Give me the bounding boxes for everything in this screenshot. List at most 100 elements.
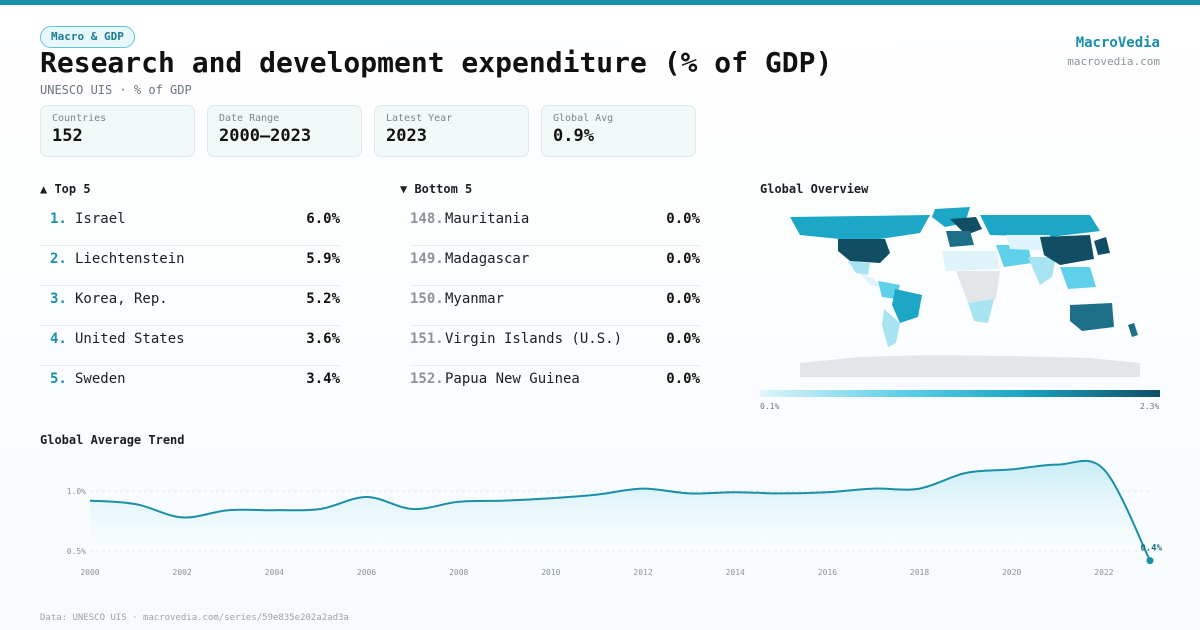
data-point[interactable] [457,500,461,504]
stat-label: Date Range [219,113,280,124]
rank-number: 2. [50,251,67,267]
country-name: United States [75,331,185,347]
country-value: 0.0% [666,251,700,267]
country-name: Virgin Islands (U.S.) [445,331,623,347]
stat-card-countries: Countries 152 [40,105,195,157]
data-point[interactable] [918,487,922,491]
rank-number: 149. [410,251,444,267]
scale-min-label: 0.1% [760,402,780,411]
country-value: 0.0% [666,211,700,227]
world-choropleth-map[interactable] [760,205,1160,385]
list-item[interactable]: 149. Madagascar 0.0% [410,246,700,286]
map-region-middle-east [996,245,1032,267]
list-item[interactable]: 3. Korea, Rep. 5.2% [40,286,340,326]
data-point[interactable] [272,508,276,512]
map-region-central-africa [956,271,1000,303]
map-region-central-asia [1006,235,1050,251]
country-name: Mauritania [445,211,530,227]
brand-name[interactable]: MacroVedia [1075,35,1160,51]
country-name: Korea, Rep. [75,291,168,307]
country-value: 5.9% [306,251,340,267]
country-name: Madagascar [445,251,530,267]
data-point[interactable] [318,507,322,511]
list-item[interactable]: 152. Papua New Guinea 0.0% [410,366,700,406]
data-point[interactable] [825,490,829,494]
page-subtitle: UNESCO UIS · % of GDP [40,83,192,97]
list-item[interactable]: 2. Liechtenstein 5.9% [40,246,340,286]
stat-value: 2000–2023 [219,126,312,146]
rank-number: 151. [410,331,444,347]
country-name: Israel [75,211,126,227]
x-tick-label: 2002 [173,568,192,577]
map-region-india [1028,257,1056,285]
x-tick-label: 2000 [80,568,99,577]
list-item[interactable]: 4. United States 3.6% [40,326,340,366]
data-point[interactable] [733,490,737,494]
data-point[interactable] [411,507,415,511]
list-item[interactable]: 151. Virgin Islands (U.S.) 0.0% [410,326,700,366]
data-point[interactable] [1102,467,1106,471]
map-region-southern-africa [968,299,994,323]
rank-number: 152. [410,371,444,387]
data-point[interactable] [549,496,553,500]
data-point[interactable] [964,471,968,475]
color-scale-bar [760,390,1160,397]
rank-number: 5. [50,371,67,387]
list-item[interactable]: 1. Israel 6.0% [40,206,340,246]
data-point[interactable] [134,502,138,506]
scale-max-label: 2.3% [1140,402,1160,411]
data-point[interactable] [595,493,599,497]
data-point[interactable] [226,508,230,512]
footer-source: Data: UNESCO UIS · macrovedia.com/series… [40,613,349,623]
data-point[interactable] [871,487,875,491]
category-tag[interactable]: Macro & GDP [40,26,135,48]
rank-number: 4. [50,331,67,347]
data-point[interactable] [1146,557,1154,565]
bottom5-list: 148. Mauritania 0.0% 149. Madagascar 0.0… [410,206,700,406]
data-point[interactable] [180,515,184,519]
data-point[interactable] [1010,467,1014,471]
map-region-canada [790,215,930,239]
map-region-russia [980,215,1100,237]
map-region-korea-japan [1094,237,1110,255]
map-region-north-africa [942,251,1000,271]
y-tick-label: 0.5% [67,547,86,556]
list-item[interactable]: 148. Mauritania 0.0% [410,206,700,246]
list-item[interactable]: 150. Myanmar 0.0% [410,286,700,326]
stat-value: 2023 [386,126,427,146]
stat-value: 0.9% [553,126,594,146]
stat-value: 152 [52,126,83,146]
data-point[interactable] [503,499,507,503]
list-item[interactable]: 5. Sweden 3.4% [40,366,340,406]
x-tick-label: 2006 [357,568,376,577]
stat-card-date-range: Date Range 2000–2023 [207,105,362,157]
rank-number: 3. [50,291,67,307]
rank-number: 148. [410,211,444,227]
trend-heading: Global Average Trend [40,433,185,447]
x-tick-label: 2012 [633,568,652,577]
x-tick-label: 2018 [910,568,929,577]
stat-label: Latest Year [386,113,453,124]
map-region-usa [838,239,890,263]
data-point[interactable] [1056,463,1060,467]
stat-label: Countries [52,113,107,124]
map-region-southeast-asia [1060,267,1096,289]
brand-url[interactable]: macrovedia.com [1067,55,1160,68]
rank-number: 150. [410,291,444,307]
data-point[interactable] [88,499,92,503]
country-value: 3.4% [306,371,340,387]
data-point[interactable] [641,487,645,491]
x-tick-label: 2020 [1002,568,1021,577]
top5-list: 1. Israel 6.0% 2. Liechtenstein 5.9% 3. … [40,206,340,406]
bottom5-heading: ▼ Bottom 5 [400,182,473,196]
data-point[interactable] [365,495,369,499]
map-region-europe-north [950,217,982,235]
data-point[interactable] [779,491,783,495]
trend-chart[interactable]: 0.5% 1.0% 0.4% 2000 2002 2004 2006 2008 2010 2012… [40,455,1170,580]
x-tick-label: 2014 [726,568,745,577]
stat-card-global-avg: Global Avg 0.9% [541,105,696,157]
trend-line [89,459,1151,562]
rank-number: 1. [50,211,67,227]
data-point[interactable] [687,491,691,495]
top5-heading: ▲ Top 5 [40,182,91,196]
